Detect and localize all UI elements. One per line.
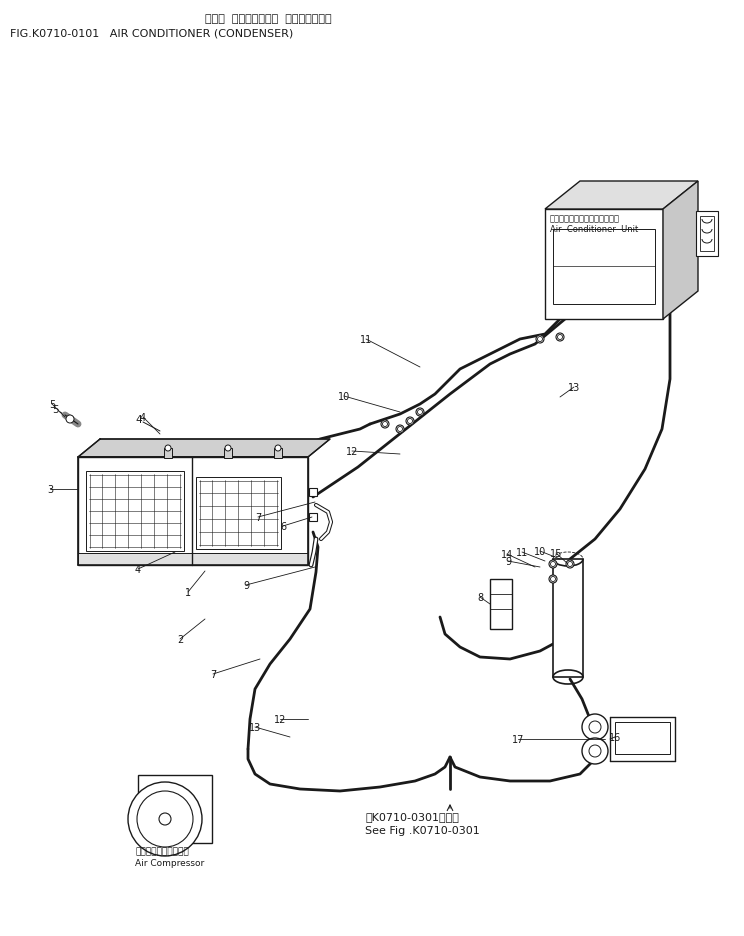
Polygon shape xyxy=(78,440,330,458)
Polygon shape xyxy=(663,182,698,320)
Circle shape xyxy=(406,417,414,426)
Circle shape xyxy=(66,416,74,424)
Text: 5: 5 xyxy=(49,400,55,410)
Polygon shape xyxy=(78,553,308,565)
Circle shape xyxy=(549,576,557,583)
Text: Air Compressor: Air Compressor xyxy=(135,858,205,867)
Polygon shape xyxy=(545,210,663,320)
Text: エアーコンディショナユニット: エアーコンディショナユニット xyxy=(550,213,620,223)
Bar xyxy=(196,477,281,549)
Circle shape xyxy=(159,813,171,826)
Circle shape xyxy=(582,714,608,740)
Bar xyxy=(86,472,184,551)
Bar xyxy=(309,514,317,521)
Circle shape xyxy=(556,333,564,342)
Bar xyxy=(615,723,670,754)
Bar xyxy=(274,448,282,459)
Text: 15: 15 xyxy=(550,548,562,559)
Bar xyxy=(164,448,172,459)
Text: Air  Conditioner  Unit: Air Conditioner Unit xyxy=(550,225,638,234)
Text: エアー  コンディショナ  （コンデンサ）: エアー コンディショナ （コンデンサ） xyxy=(205,14,332,24)
Circle shape xyxy=(566,561,574,568)
Text: 9: 9 xyxy=(243,580,249,591)
Circle shape xyxy=(396,426,404,433)
Text: 13: 13 xyxy=(249,723,261,732)
Bar xyxy=(553,560,583,678)
Text: FIG.K0710-0101   AIR CONDITIONER (CONDENSER): FIG.K0710-0101 AIR CONDITIONER (CONDENSE… xyxy=(10,28,293,38)
Text: 2: 2 xyxy=(177,635,183,644)
Bar xyxy=(700,217,714,252)
Text: 11: 11 xyxy=(516,548,528,558)
Text: 3: 3 xyxy=(47,485,53,494)
Circle shape xyxy=(275,446,281,451)
Bar xyxy=(490,579,512,629)
Text: 17: 17 xyxy=(512,734,525,744)
Bar xyxy=(553,229,655,305)
Text: 10: 10 xyxy=(534,547,546,556)
Text: 4: 4 xyxy=(135,564,141,575)
Text: 12: 12 xyxy=(346,446,358,457)
Text: エアーコンプレッサ．: エアーコンプレッサ． xyxy=(135,846,189,856)
Text: 12: 12 xyxy=(274,714,286,724)
Text: 4: 4 xyxy=(135,415,141,425)
Circle shape xyxy=(416,408,424,417)
Text: 16: 16 xyxy=(609,732,621,742)
Polygon shape xyxy=(78,458,308,565)
Circle shape xyxy=(381,420,389,429)
Circle shape xyxy=(582,739,608,764)
Bar xyxy=(696,212,718,256)
Text: 14: 14 xyxy=(501,549,513,560)
Text: 11: 11 xyxy=(360,335,372,344)
Text: 7: 7 xyxy=(210,669,216,680)
Circle shape xyxy=(225,446,231,451)
Text: 7: 7 xyxy=(255,512,261,522)
Bar xyxy=(224,448,232,459)
Text: 10: 10 xyxy=(338,391,350,402)
Circle shape xyxy=(536,336,544,344)
Text: 9: 9 xyxy=(505,556,511,566)
Text: 6: 6 xyxy=(280,521,286,532)
Polygon shape xyxy=(545,182,698,210)
Text: 1: 1 xyxy=(185,588,191,597)
Text: 5: 5 xyxy=(52,404,59,415)
Bar xyxy=(138,775,212,843)
Text: 13: 13 xyxy=(568,383,580,392)
Circle shape xyxy=(549,561,557,568)
Text: 8: 8 xyxy=(477,592,483,603)
Circle shape xyxy=(165,446,171,451)
Text: 第K0710-0301図参照: 第K0710-0301図参照 xyxy=(365,812,459,821)
Bar xyxy=(309,489,317,496)
Text: See Fig .K0710-0301: See Fig .K0710-0301 xyxy=(365,826,480,835)
Circle shape xyxy=(128,782,202,856)
Text: 4: 4 xyxy=(140,413,146,422)
